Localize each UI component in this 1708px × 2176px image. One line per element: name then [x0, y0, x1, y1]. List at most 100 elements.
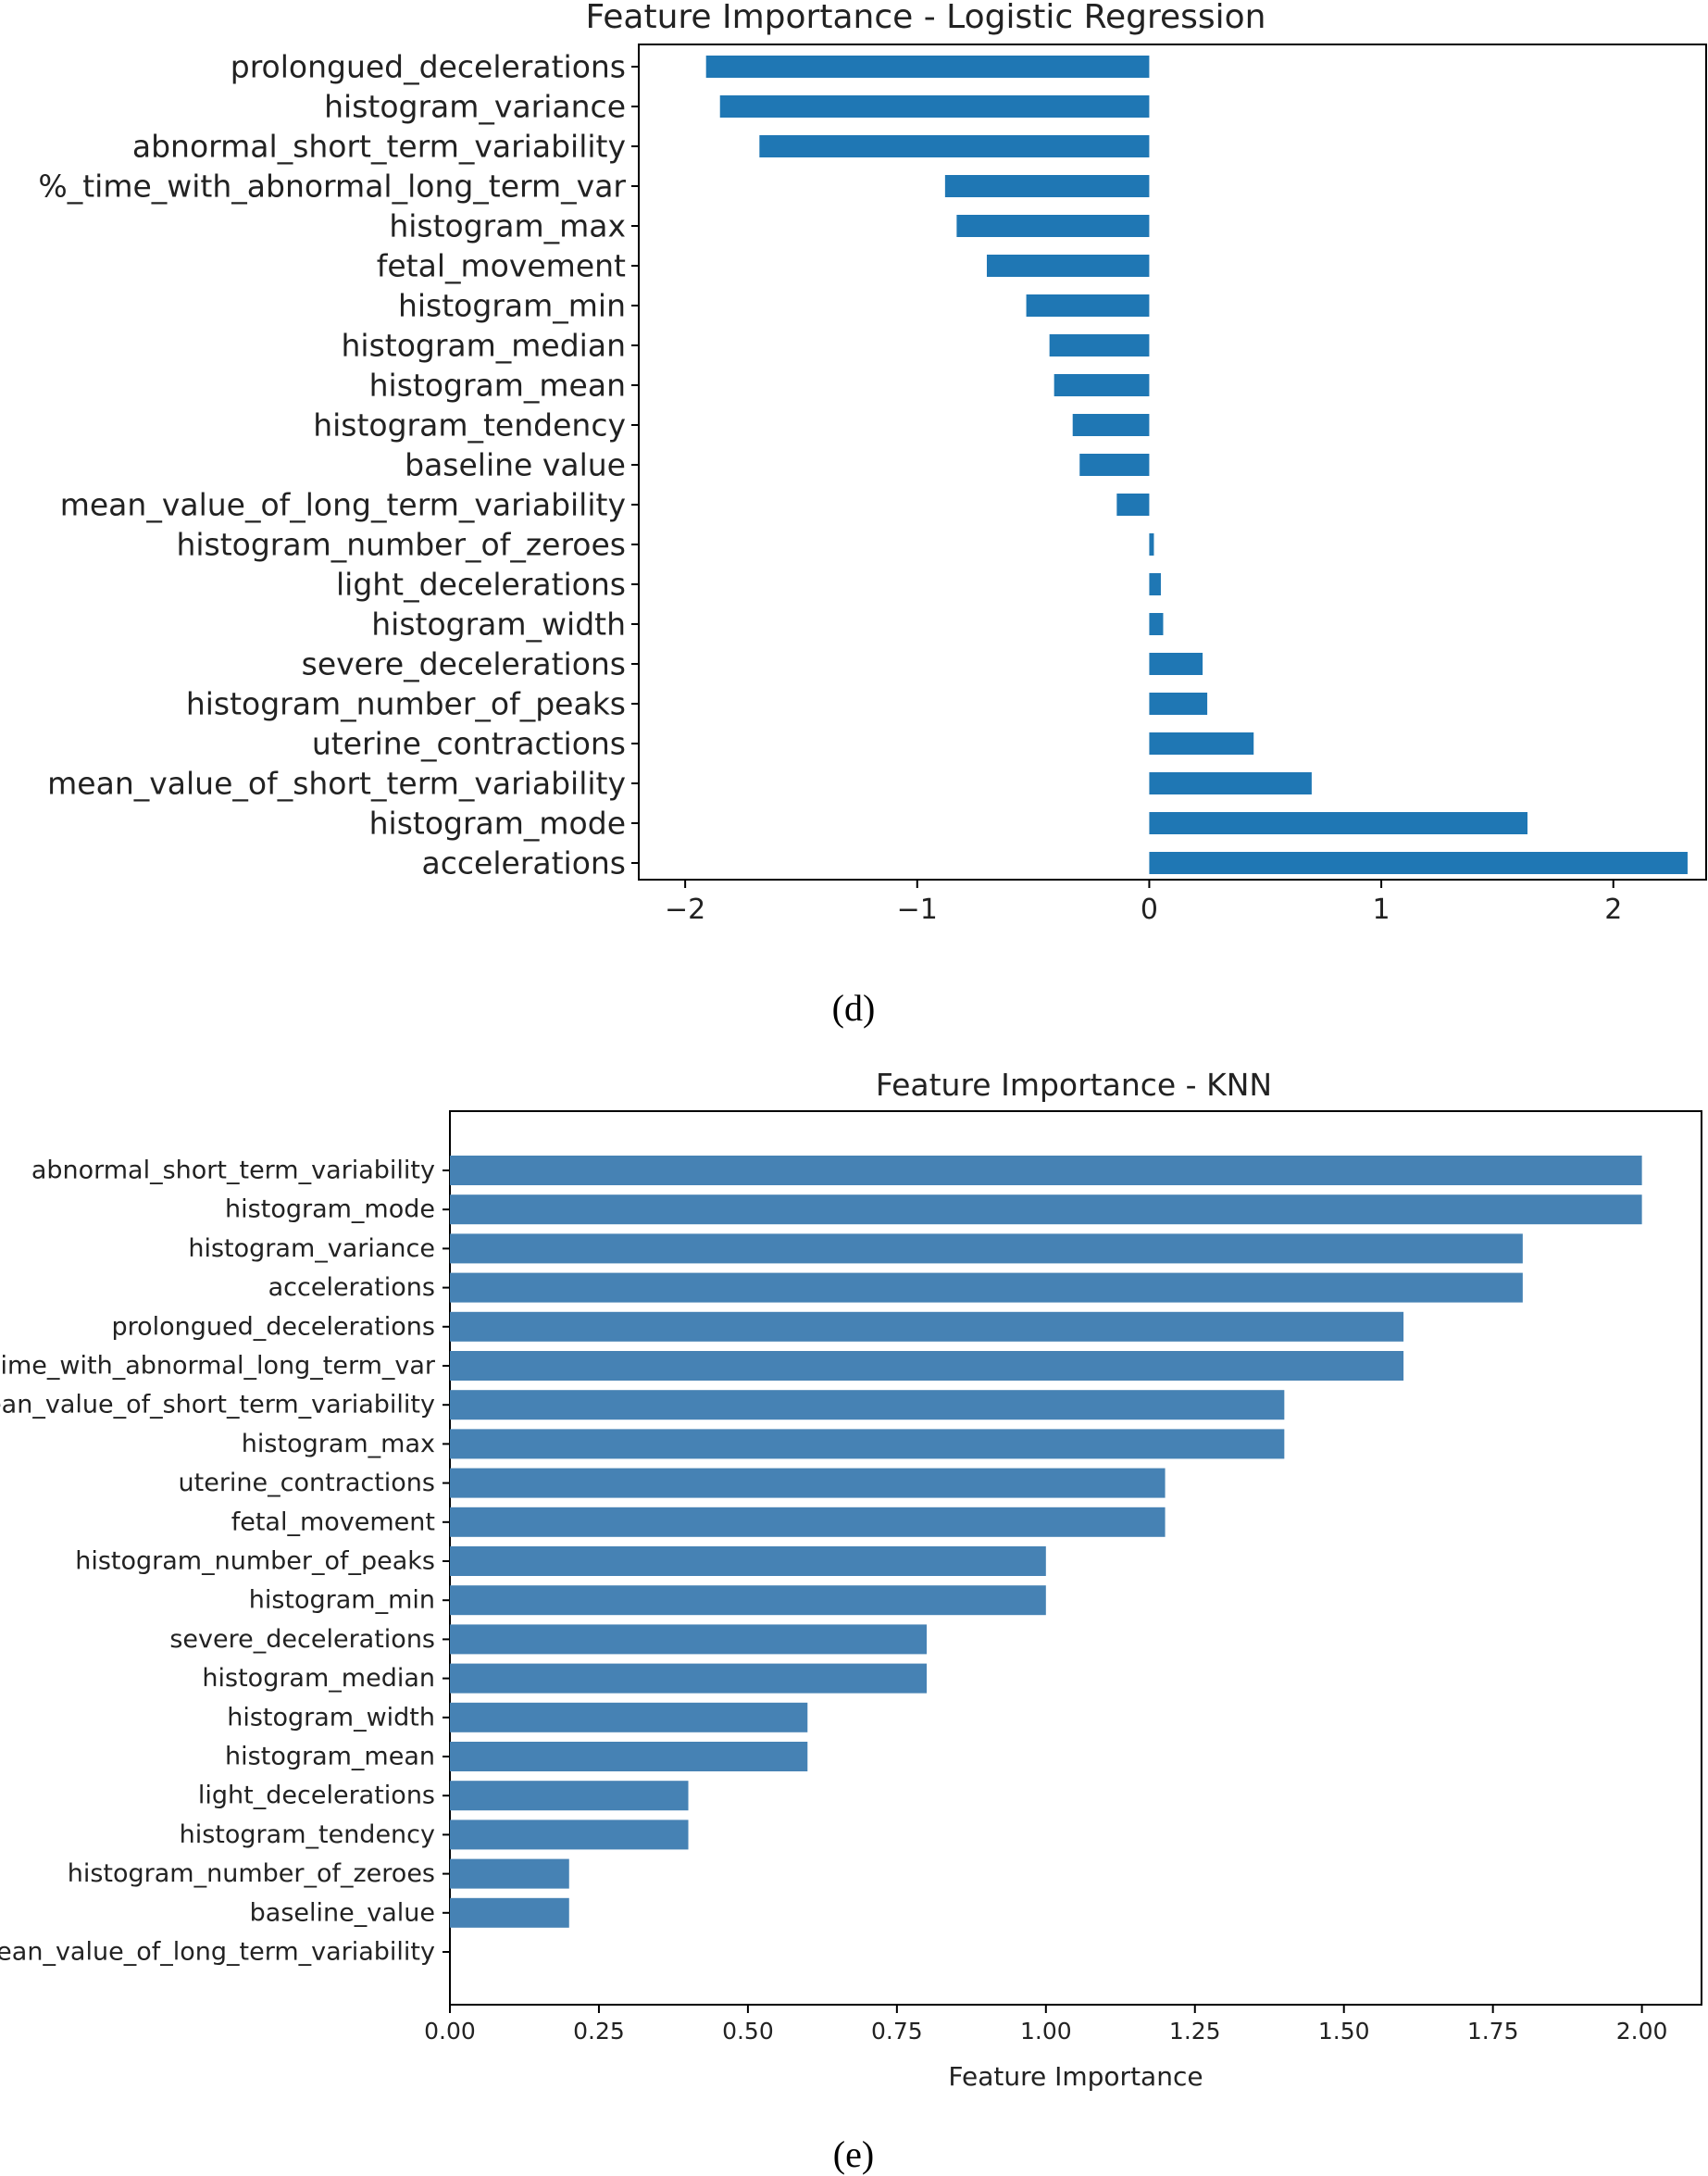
lr-y-tick-label: histogram_max	[389, 208, 626, 244]
knn-y-tick-label: histogram_tendency	[180, 1820, 435, 1849]
knn-y-tick-labels: abnormal_short_term_variability histogram…	[0, 1157, 450, 1967]
lr-y-tick-label: histogram_mean	[369, 368, 626, 404]
knn-x-tick-label: 0.75	[871, 2018, 923, 2045]
lr-x-ticks: −2 −1 0 1 2	[665, 880, 1622, 926]
knn-y-tick-label: baseline_value	[250, 1898, 435, 1927]
knn-x-tick-label: 0.25	[573, 2018, 625, 2045]
knn-bar	[450, 1156, 1642, 1185]
lr-bar	[1149, 653, 1203, 675]
knn-y-tick-label: histogram_max	[242, 1430, 435, 1458]
caption-d: (d)	[832, 987, 876, 1029]
knn-bars	[450, 1156, 1642, 1928]
knn-bar	[450, 1507, 1166, 1537]
lr-bar	[1149, 812, 1527, 834]
knn-y-tick-label: prolongued_decelerations	[111, 1312, 435, 1341]
knn-y-tick-label: histogram_width	[227, 1703, 435, 1732]
knn-x-tick-label: 0.00	[424, 2018, 476, 2045]
lr-bar	[1149, 613, 1164, 635]
lr-chart: Feature Importance - Logistic Regression…	[38, 0, 1707, 926]
lr-x-tick-label: −2	[665, 894, 705, 926]
lr-y-tick-label: histogram_tendency	[313, 407, 626, 444]
knn-chart: Feature Importance - KNN abnormal_short_…	[0, 1067, 1702, 2092]
knn-y-tick-label: histogram_median	[202, 1664, 435, 1693]
lr-bar	[1026, 294, 1150, 317]
knn-bar	[450, 1663, 928, 1694]
lr-y-tick-label: histogram_min	[398, 288, 626, 324]
knn-bar	[450, 1742, 808, 1771]
lr-bar	[759, 135, 1150, 157]
lr-bar	[1149, 573, 1161, 595]
knn-x-tick-label: 1.25	[1169, 2018, 1221, 2045]
knn-bar	[450, 1820, 689, 1850]
knn-x-tick-label: 0.50	[722, 2018, 774, 2045]
lr-y-tick-label: light_decelerations	[336, 567, 626, 603]
knn-bar	[450, 1390, 1285, 1420]
lr-y-tick-label: histogram_variance	[324, 89, 626, 125]
lr-y-tick-label: histogram_number_of_peaks	[186, 686, 626, 722]
knn-x-tick-label: 2.00	[1616, 2018, 1668, 2045]
knn-bar	[450, 1351, 1404, 1381]
caption-e: (e)	[833, 2133, 874, 2175]
knn-y-tick-label: histogram_mode	[225, 1195, 435, 1224]
knn-y-tick-label: mean_value_of_long_term_variability	[0, 1938, 435, 1967]
knn-bar	[450, 1858, 569, 1889]
lr-y-tick-label: histogram_median	[342, 328, 627, 364]
lr-y-tick-labels: prolongued_decelerations histogram_varian…	[38, 49, 639, 882]
knn-chart-title: Feature Importance - KNN	[876, 1067, 1272, 1103]
lr-y-tick-label: histogram_width	[371, 607, 626, 643]
knn-x-tick-label: 1.50	[1318, 2018, 1370, 2045]
knn-bar	[450, 1546, 1046, 1576]
lr-bar	[1053, 374, 1150, 396]
lr-y-tick-label: prolongued_decelerations	[231, 49, 626, 85]
lr-x-tick-label: −1	[897, 894, 938, 926]
lr-bar	[1079, 454, 1150, 476]
knn-bar	[450, 1272, 1523, 1303]
lr-bar	[719, 95, 1150, 118]
lr-bar	[1149, 732, 1254, 755]
lr-y-tick-label: fetal_movement	[377, 248, 626, 284]
lr-y-tick-label: %_time_with_abnormal_long_term_var	[38, 169, 626, 205]
lr-x-tick-label: 2	[1604, 894, 1622, 926]
lr-y-tick-label: severe_decelerations	[302, 646, 626, 682]
knn-y-tick-label: histogram_number_of_peaks	[75, 1547, 435, 1576]
lr-y-tick-label: abnormal_short_term_variability	[132, 129, 626, 165]
knn-y-tick-label: histogram_min	[249, 1586, 435, 1615]
lr-chart-title: Feature Importance - Logistic Regression	[586, 0, 1266, 36]
knn-y-tick-label: histogram_number_of_zeroes	[68, 1859, 435, 1888]
knn-y-tick-label: histogram_variance	[188, 1234, 435, 1263]
lr-bar	[986, 255, 1150, 277]
knn-bar	[450, 1624, 928, 1655]
knn-x-axis-label: Feature Importance	[948, 2061, 1203, 2092]
knn-bar	[450, 1781, 689, 1811]
knn-y-tick-label: histogram_mean	[225, 1743, 435, 1771]
knn-bar	[450, 1468, 1166, 1498]
lr-bar	[1149, 533, 1154, 556]
lr-bar	[1149, 772, 1312, 794]
lr-bar	[956, 215, 1150, 237]
lr-x-tick-label: 0	[1141, 894, 1158, 926]
knn-y-tick-label: uterine_contractions	[179, 1469, 435, 1497]
lr-bar	[1116, 494, 1150, 516]
knn-y-tick-label: abnormal_short_term_variability	[31, 1157, 435, 1185]
knn-bar	[450, 1585, 1046, 1616]
knn-bar	[450, 1429, 1285, 1459]
knn-y-tick-label: light_decelerations	[198, 1782, 435, 1810]
lr-bar	[1149, 693, 1208, 715]
lr-plot-frame	[638, 44, 1707, 881]
lr-bar	[705, 56, 1150, 78]
lr-y-tick-label: mean_value_of_long_term_variability	[60, 487, 626, 523]
knn-x-tick-label: 1.75	[1467, 2018, 1519, 2045]
lr-y-tick-label: baseline value	[405, 447, 626, 483]
knn-y-tick-label: %_time_with_abnormal_long_term_var	[0, 1352, 436, 1381]
lr-bar	[1049, 334, 1150, 356]
knn-bar	[450, 1233, 1523, 1264]
lr-y-tick-label: mean_value_of_short_term_variability	[47, 766, 626, 802]
knn-x-tick-label: 1.00	[1020, 2018, 1072, 2045]
lr-bar	[1072, 414, 1150, 436]
knn-bar	[450, 1194, 1642, 1225]
knn-bar	[450, 1702, 808, 1732]
lr-bar	[1149, 852, 1688, 874]
knn-bar	[450, 1897, 569, 1928]
knn-bar	[450, 1311, 1404, 1342]
